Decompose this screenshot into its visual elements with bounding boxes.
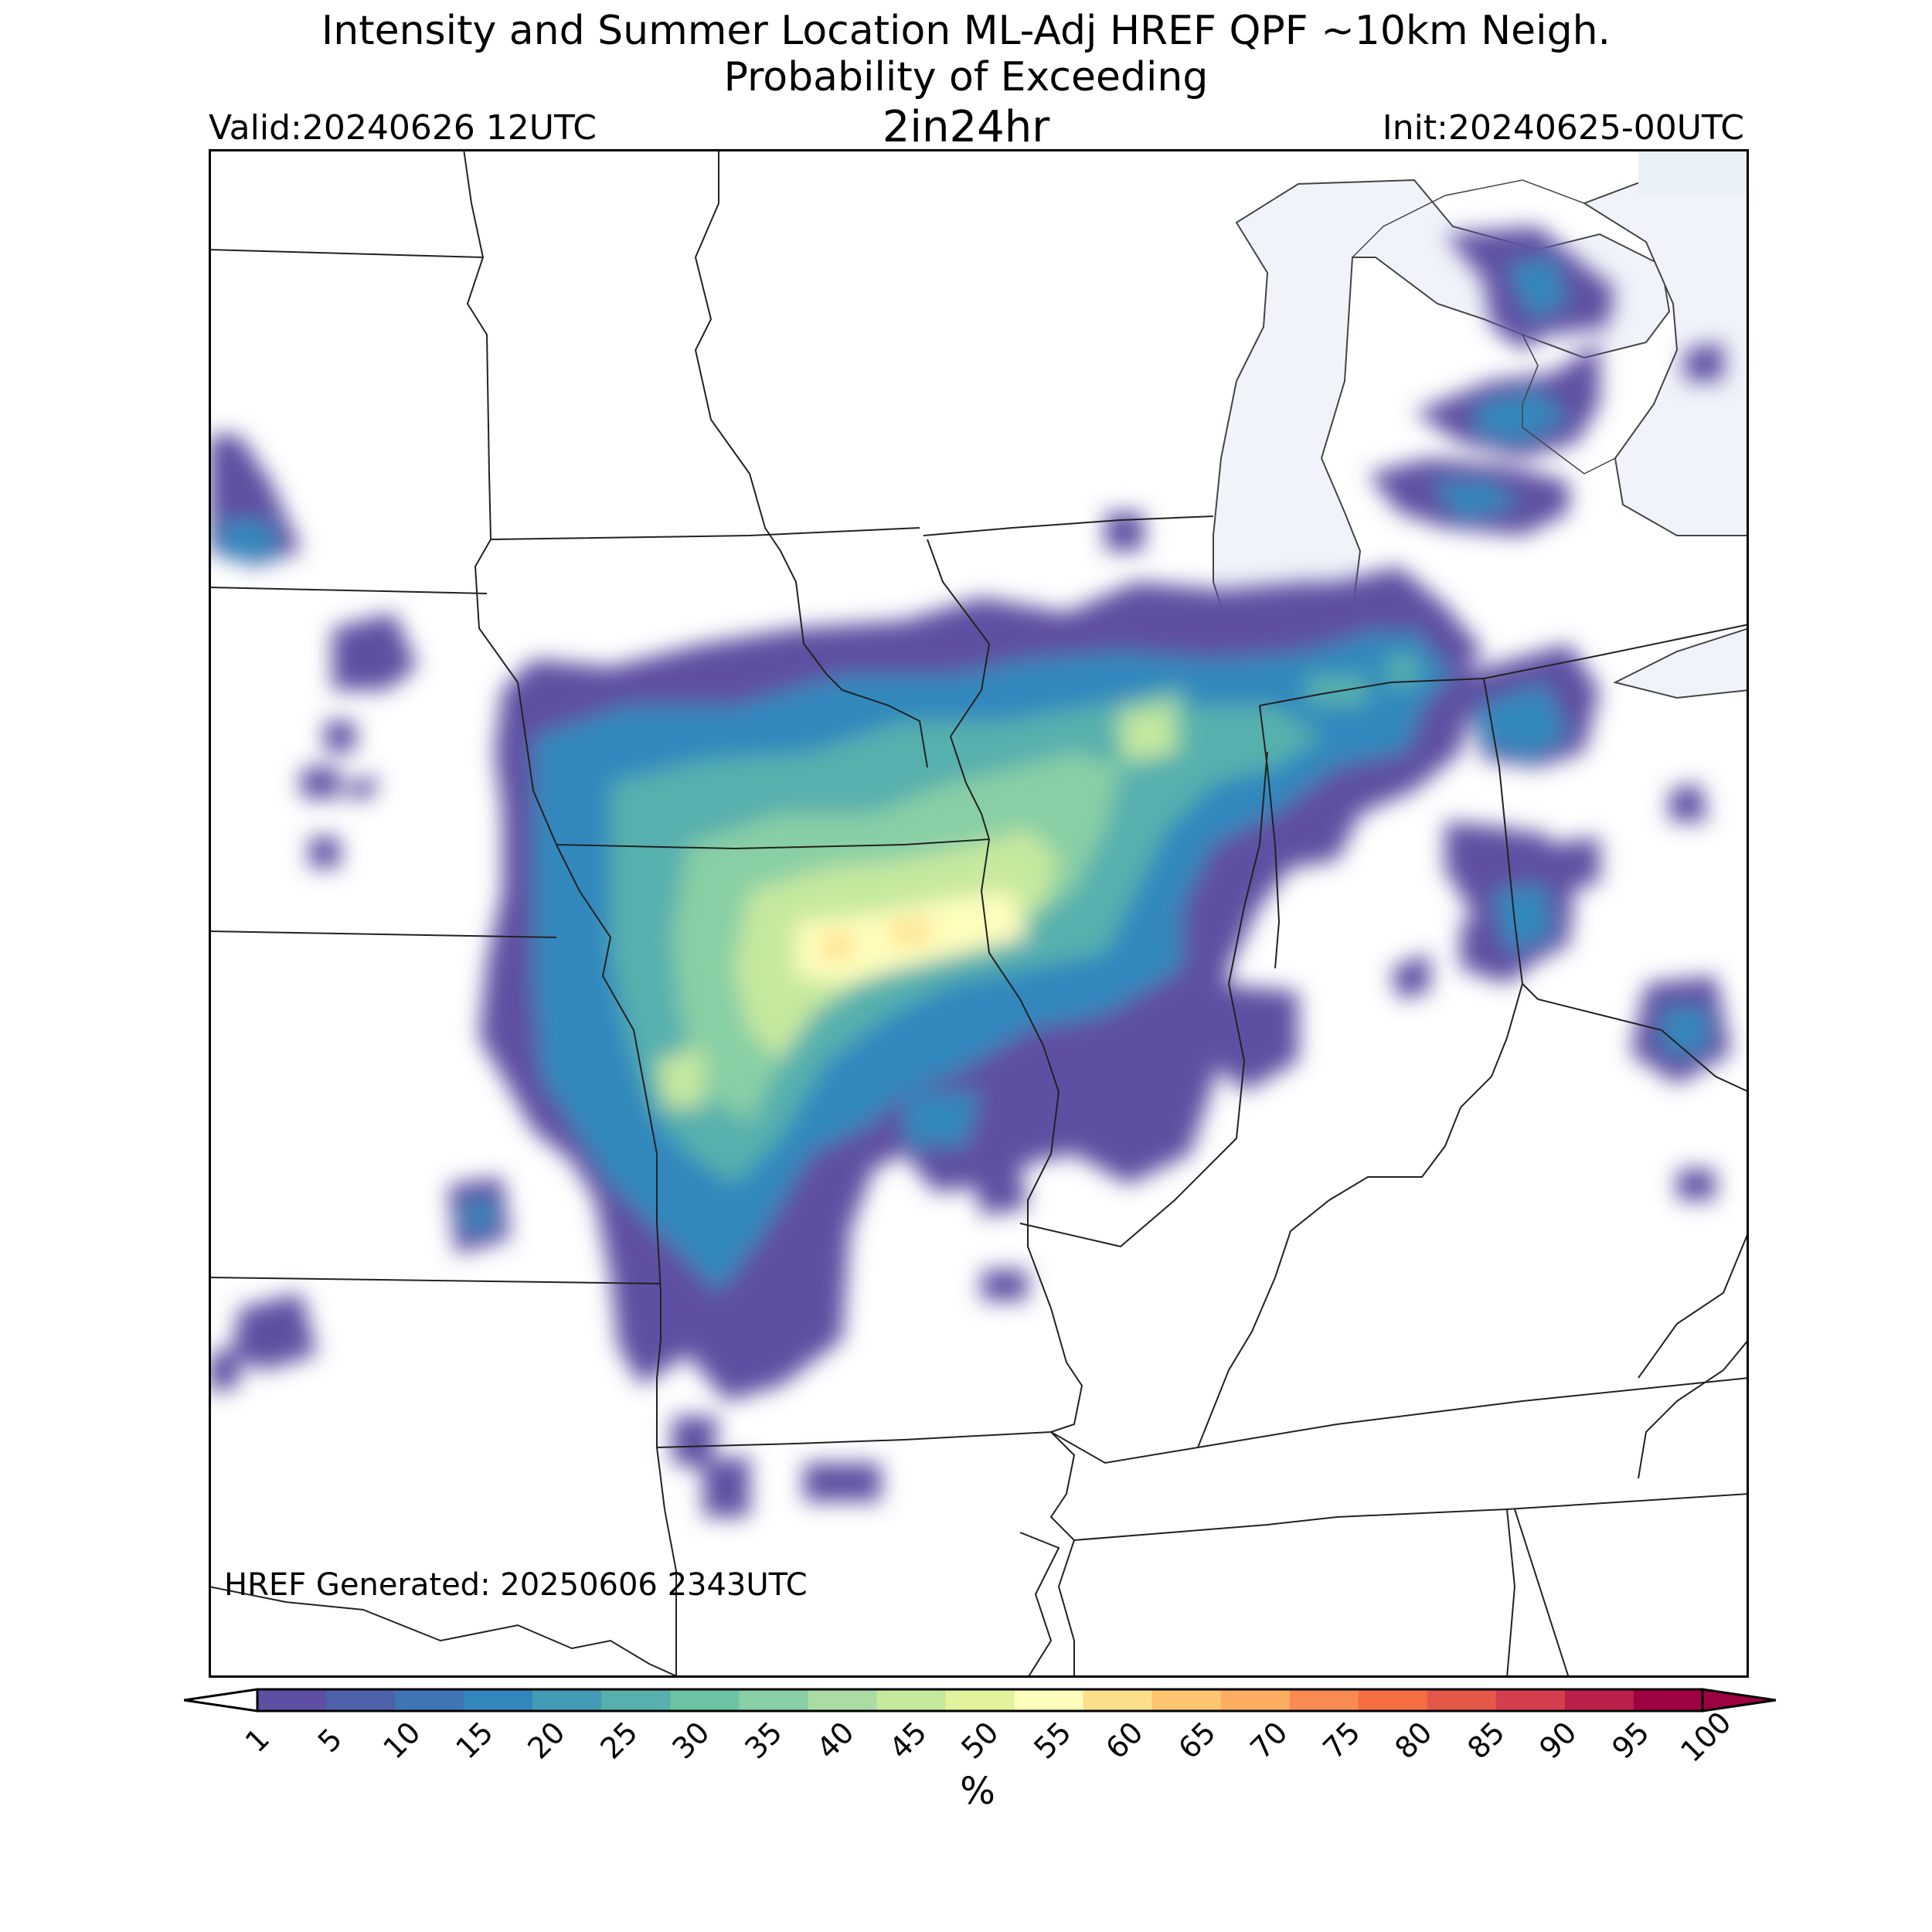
colorbar-segment: [1289, 1689, 1359, 1711]
title-line-3: 2in24hr: [882, 102, 1050, 152]
colorbar-segment: [670, 1689, 740, 1711]
coastlines: [1352, 179, 1616, 474]
colorbar-segment: [1014, 1689, 1084, 1711]
colorbar-segment: [532, 1689, 602, 1711]
colorbar-segment: [945, 1689, 1015, 1711]
colorbar-units-label: %: [960, 1770, 995, 1813]
valid-time-label: Valid:20240626 12UTC: [209, 108, 597, 148]
lake-superior-edge: [1638, 149, 1749, 196]
map-frame-border: [209, 149, 1749, 1678]
colorbar-segment: [1564, 1689, 1634, 1711]
colorbar-segment: [1633, 1689, 1703, 1711]
colorbar-segment: [739, 1689, 808, 1711]
colorbar-under-arrow: [183, 1688, 259, 1713]
colorbar-segment: [395, 1689, 464, 1711]
generated-timestamp: HREF Generated: 20250606 2343UTC: [224, 1567, 808, 1603]
colorbar-segment: [326, 1689, 396, 1711]
colorbar-segment: [1220, 1689, 1291, 1711]
colorbar: [183, 1677, 1777, 1723]
lake-erie: [1613, 627, 1749, 699]
title-line-2: Probability of Exceeding: [723, 54, 1209, 100]
colorbar-segment: [1083, 1689, 1153, 1711]
init-time-label: Init:20240625-00UTC: [1382, 108, 1744, 148]
state-boundaries: [209, 149, 1749, 1678]
colorbar-segment: [1358, 1689, 1428, 1711]
colorbar-segment: [876, 1689, 946, 1711]
colorbar-segment: [808, 1689, 877, 1711]
colorbar-outline: [256, 1688, 1704, 1713]
precip-probability-field: [209, 226, 1731, 1517]
colorbar-segment: [601, 1689, 671, 1711]
colorbar-segment: [257, 1689, 327, 1711]
colorbar-segment: [1151, 1689, 1222, 1711]
title-line-1: Intensity and Summer Location ML-Adj HRE…: [321, 8, 1611, 54]
map-panel: [209, 149, 1749, 1678]
colorbar-segment: [1495, 1689, 1566, 1711]
colorbar-segment: [1427, 1689, 1497, 1711]
colorbar-segment: [464, 1689, 533, 1711]
